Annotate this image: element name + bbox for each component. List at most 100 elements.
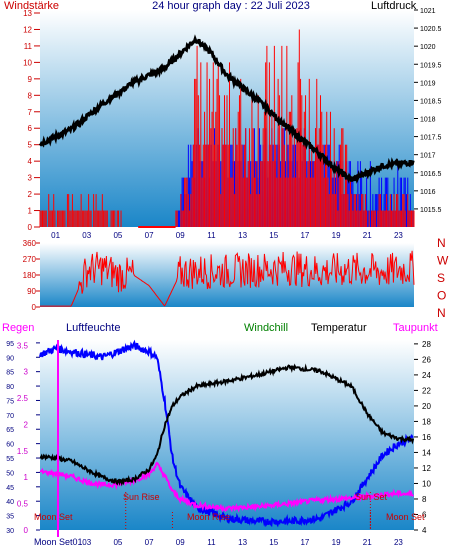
panel3-right-tick: 10: [422, 479, 431, 488]
panel1-left-tick: 8: [28, 91, 33, 100]
panel1-x-tick: 01: [51, 231, 60, 240]
panel3-right-tick: 4: [422, 526, 427, 535]
panel1-x-tick: 11: [207, 231, 216, 240]
event-moon-rise: Moon Rise: [187, 512, 230, 522]
panel3-humidity-tick: 35: [6, 514, 14, 521]
panel1-x-tick: 07: [145, 231, 154, 240]
panel1-right-tick: 1016.5: [420, 171, 442, 178]
panel3-right-tick: 26: [422, 355, 431, 364]
panel3-right-tick: 12: [422, 464, 431, 473]
panel1-pressure-line: [38, 34, 415, 184]
panel3-right-tick: 24: [422, 371, 431, 380]
panel3-rain-tick: 1.5: [17, 447, 29, 456]
panel3-rain-tick: 2.5: [17, 394, 29, 403]
panel1-x-tick: 05: [113, 231, 122, 240]
panel3-dewpoint-line: [39, 461, 415, 513]
panel1-title: 24 hour graph day : 22 Juli 2023: [152, 0, 310, 12]
panel3-humidity-tick: 70: [6, 413, 14, 420]
panel3-x-tick: 15: [269, 538, 278, 547]
panel1-left-tick: 9: [28, 75, 33, 84]
panel3-x-tick: 23: [394, 538, 403, 547]
panel1-right-tick: 1020.5: [420, 26, 442, 33]
panel3-x-tick: 03: [82, 538, 91, 547]
panel1-left-tick: 11: [24, 42, 33, 51]
panel3-humidity-tick: 80: [6, 384, 14, 391]
panel3-rain-tick: 3: [24, 368, 29, 377]
panel3-x-tick: 13: [238, 538, 247, 547]
event-moon-set-right: Moon Set: [386, 512, 425, 522]
panel3-x-tick: 09: [176, 538, 185, 547]
panel1-left-tick: 2: [28, 190, 33, 199]
panel1-left-tick: 1: [28, 207, 33, 216]
panel3-humidity-tick: 65: [6, 427, 14, 434]
panel1-left-tick: 5: [28, 141, 33, 150]
panel1-right-label: Luftdruck: [371, 0, 417, 12]
panel1-right-tick: 1015.5: [420, 207, 442, 214]
panel1-x-tick: 17: [300, 231, 309, 240]
panel3-x-tick: 05: [113, 538, 122, 547]
panel2-direction-label: S: [437, 271, 445, 285]
panel1-right-tick: 1017.5: [420, 135, 442, 142]
panel3-rain-tick: 2: [24, 420, 29, 429]
panel1-x-tick: 19: [332, 231, 341, 240]
panel1-left-tick: 7: [28, 108, 33, 117]
panel2-left-axis-ticks: 0 90 180 270 360: [23, 239, 40, 312]
panel3-rain-tick: 0.5: [17, 500, 29, 509]
panel1-left-tick: 10: [23, 58, 32, 67]
panel2-direction-label: N: [437, 236, 446, 250]
panel3-right-tick: 20: [422, 402, 431, 411]
panel3-right-axis-ticks: 4 6 8 10 12 14 16 18 20 22 24 26 28: [414, 340, 431, 535]
event-moon-set-bottom: Moon Set01: [34, 537, 83, 547]
panel3-x-tick: 11: [207, 538, 216, 547]
panel3-humidity-line: [39, 339, 414, 528]
panel1-x-tick: 13: [238, 231, 247, 240]
panel3-right-tick: 6: [422, 510, 427, 519]
panel1-left-tick: 6: [28, 124, 33, 133]
panel1-x-tick: 23: [394, 231, 403, 240]
panel3-humidity-tick: 85: [6, 370, 14, 377]
panel3-x-tick: 21: [363, 538, 372, 547]
panel2-wind-direction-line: [40, 250, 415, 307]
panel3-label-windchill: Windchill: [244, 322, 288, 334]
panel1-right-tick: 1021: [420, 8, 436, 15]
panel1-right-tick: 1018: [420, 117, 436, 124]
panel3-x-tick: 07: [145, 538, 154, 547]
panel1-left-tick: 13: [23, 9, 32, 18]
panel1-right-axis-ticks: 1015.5 1016 1016.5 1017 1017.5 1018 1018.5 1019…: [414, 8, 442, 214]
panel3-humidity-tick: 55: [6, 456, 14, 463]
panel3-humidity-tick: 40: [6, 499, 14, 506]
panel3-label-regen: Regen: [2, 322, 34, 334]
panel1-right-tick: 1020: [420, 44, 436, 51]
panel3-rain-axis-ticks: 0 0.5 1 1.5 2 2.5 3 3.5: [17, 341, 29, 535]
panel3-rain-tick: 0: [24, 526, 29, 535]
panel3-label-luftfeuchte: Luftfeuchte: [66, 322, 120, 334]
event-moon-set-left: Moon Set: [34, 512, 73, 522]
panel2-direction-label: W: [437, 254, 449, 268]
panel3-right-tick: 14: [422, 448, 431, 457]
event-sun-set: Sun Set: [355, 492, 388, 502]
panel3-temperature-line: [39, 363, 415, 487]
panel1-left-tick: 12: [23, 25, 32, 34]
panel3-humidity-tick: 60: [6, 442, 14, 449]
panel2-left-tick: 270: [23, 255, 37, 264]
panel3-label-temperatur: Temperatur: [311, 322, 367, 334]
panel3-rain-tick: 3.5: [17, 341, 29, 350]
panel1-x-tick: 15: [269, 231, 278, 240]
panel1-left-label: Windstärke: [4, 0, 59, 12]
panel3-humidity-tick: 50: [6, 470, 14, 477]
panel3-x-tick: 19: [332, 538, 341, 547]
panel1-right-tick: 1016: [420, 189, 436, 196]
panel3-right-tick: 8: [422, 495, 427, 504]
panel1-wind-bars: [39, 29, 415, 228]
panel3-humidity-tick: 45: [6, 485, 14, 492]
panel1-right-tick: 1019.5: [420, 62, 442, 69]
panel3-right-tick: 16: [422, 433, 431, 442]
panel3-x-tick: 17: [300, 538, 309, 547]
panel1-right-tick: 1017: [420, 153, 436, 160]
panel3-humidity-tick: 95: [6, 341, 14, 348]
panel1-x-tick: 21: [363, 231, 372, 240]
